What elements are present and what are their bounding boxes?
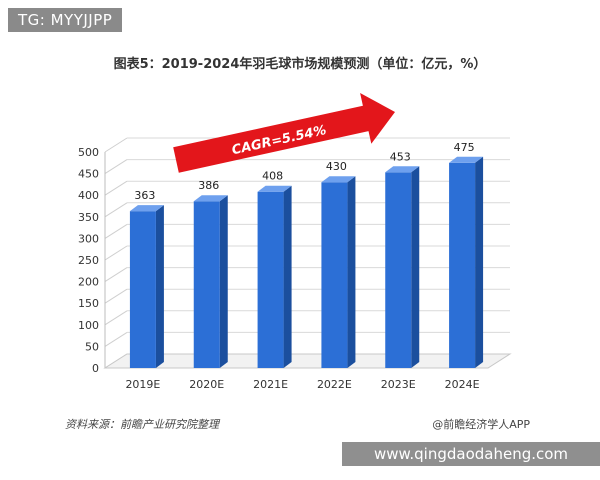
bar-chart: CAGR=5.54% 0 50 100 150 200 250 300 350 400 450 50… (78, 93, 512, 391)
gridline-depth (104, 245, 128, 261)
tg-watermark-badge: TG: MYYJJPP (8, 8, 123, 32)
bar-side (347, 176, 356, 368)
data-label: 475 (454, 141, 475, 154)
y-tick-label: 500 (78, 146, 99, 159)
y-tick-label: 400 (78, 189, 99, 202)
bar-top (449, 156, 484, 163)
x-tick-label: 2019E (125, 378, 160, 391)
bar-side (475, 156, 484, 368)
gridline-depth (104, 267, 128, 283)
labels-layer: 0 50 100 150 200 250 300 350 400 450 500 363 2019E 38… (78, 141, 480, 391)
data-label: 363 (134, 189, 155, 202)
x-tick-label: 2021E (253, 378, 288, 391)
x-tick-label: 2022E (317, 378, 352, 391)
y-tick-label: 200 (78, 276, 99, 289)
gridline-depth (104, 223, 128, 239)
y-tick-label: 150 (78, 297, 99, 310)
bar-front (321, 182, 348, 368)
gridline-depth (104, 137, 128, 153)
bar (129, 205, 164, 368)
y-tick-label: 300 (78, 232, 99, 245)
cagr-arrow (173, 93, 395, 173)
bars-layer (129, 156, 484, 368)
bar (321, 176, 356, 368)
bar-top (257, 185, 292, 192)
cagr-arrow-layer: CAGR=5.54% (173, 93, 395, 173)
bar-front (385, 172, 412, 368)
site-watermark-banner: www.qingdaodaheng.com (342, 442, 600, 466)
data-label: 430 (326, 160, 347, 173)
source-note: 资料来源：前瞻产业研究院整理 (65, 418, 219, 431)
bar-top (129, 205, 164, 212)
y-tick-label: 50 (85, 340, 99, 353)
bar-top (193, 195, 228, 202)
gridline-depth (104, 288, 128, 304)
bar-side (283, 185, 292, 368)
bar (193, 195, 228, 368)
x-tick-label: 2020E (189, 378, 224, 391)
bar (385, 166, 420, 368)
bar-top (321, 176, 356, 183)
data-label: 408 (262, 170, 283, 183)
y-tick-label: 250 (78, 254, 99, 267)
x-tick-label: 2024E (445, 378, 480, 391)
bar-front (257, 191, 284, 368)
bar-side (411, 166, 420, 368)
bar-top (385, 166, 420, 173)
bar-front (129, 211, 156, 368)
bar-side (219, 195, 228, 368)
brand-note: @前瞻经济学人APP (432, 418, 530, 431)
y-tick-label: 450 (78, 168, 99, 181)
gridline-depth (104, 159, 128, 175)
x-tick-label: 2023E (381, 378, 416, 391)
bar (449, 156, 484, 368)
gridline-depth (104, 331, 128, 347)
chart-title: 图表5：2019-2024年羽毛球市场规模预测（单位：亿元，%） (113, 57, 487, 72)
bar (257, 185, 292, 368)
gridline-depth (104, 180, 128, 196)
bar-side (155, 205, 164, 368)
data-label: 386 (198, 179, 219, 192)
y-tick-label: 0 (92, 362, 99, 375)
gridline-depth (104, 310, 128, 326)
grid-layer (104, 137, 510, 369)
bar-front (193, 201, 220, 368)
data-label: 453 (390, 150, 411, 163)
bar-front (449, 162, 476, 368)
gridline-depth (104, 202, 128, 218)
y-tick-label: 350 (78, 211, 99, 224)
y-tick-label: 100 (78, 319, 99, 332)
